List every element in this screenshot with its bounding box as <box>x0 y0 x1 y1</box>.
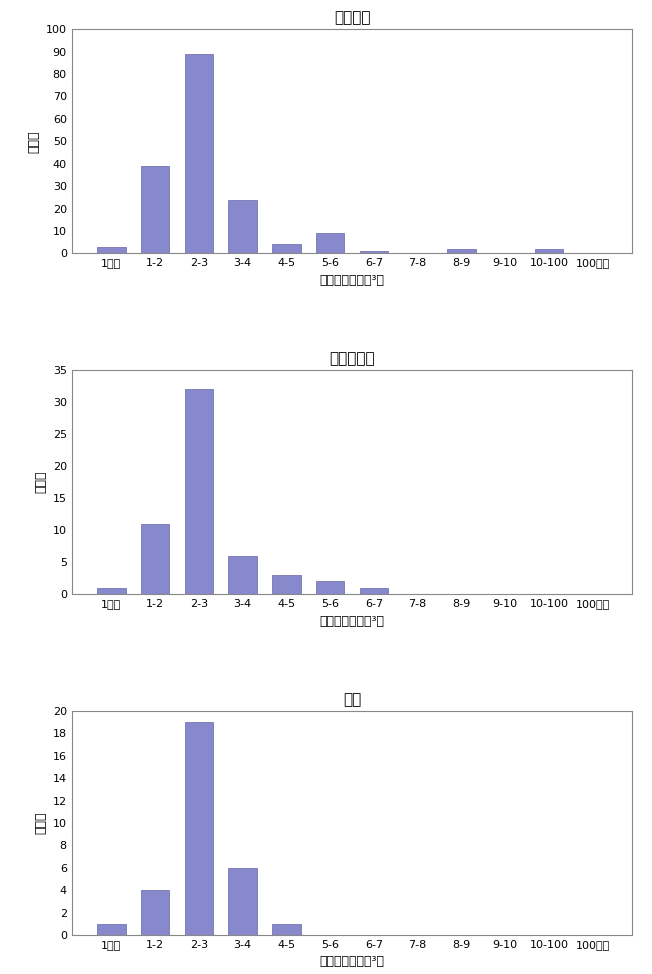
Bar <box>185 54 213 253</box>
Y-axis label: 地点数: 地点数 <box>27 131 40 153</box>
Bar <box>228 556 257 594</box>
Bar <box>141 524 170 594</box>
X-axis label: 濃度（ｎｇ／ｍ³）: 濃度（ｎｇ／ｍ³） <box>319 955 385 968</box>
Bar <box>316 581 344 594</box>
X-axis label: 濃度（ｎｇ／ｍ³）: 濃度（ｎｇ／ｍ³） <box>319 615 385 627</box>
Bar <box>228 868 257 935</box>
Bar <box>97 923 126 935</box>
Bar <box>273 575 301 594</box>
Bar <box>228 200 257 253</box>
Bar <box>360 588 388 594</box>
Y-axis label: 地点数: 地点数 <box>34 811 47 834</box>
Bar <box>141 166 170 253</box>
Bar <box>535 249 563 253</box>
Bar <box>273 244 301 253</box>
Bar <box>141 890 170 935</box>
Bar <box>447 249 476 253</box>
Bar <box>185 390 213 594</box>
Title: 一般環境: 一般環境 <box>334 11 370 25</box>
Title: 沿道: 沿道 <box>343 692 361 707</box>
Bar <box>185 722 213 935</box>
Bar <box>273 923 301 935</box>
Title: 発生源周辺: 発生源周辺 <box>329 351 375 366</box>
Bar <box>97 588 126 594</box>
Y-axis label: 地点数: 地点数 <box>34 470 47 494</box>
X-axis label: 濃度（ｎｇ／ｍ³）: 濃度（ｎｇ／ｍ³） <box>319 274 385 287</box>
Bar <box>360 251 388 253</box>
Bar <box>316 233 344 253</box>
Bar <box>97 246 126 253</box>
